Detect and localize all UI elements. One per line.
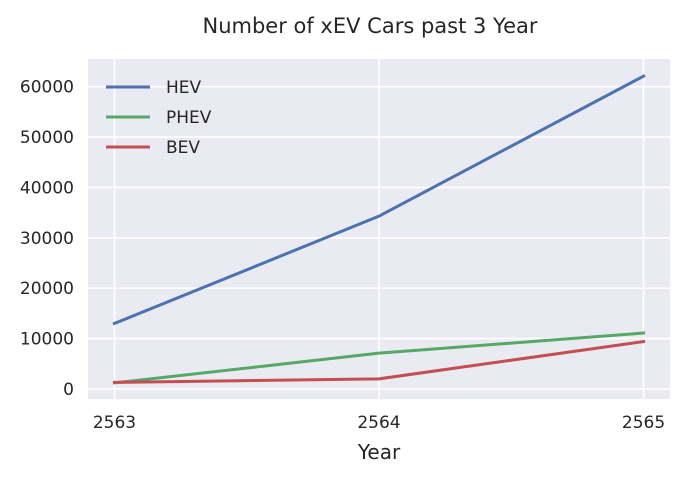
x-tick-label: 2563 (93, 413, 136, 433)
phev-legend-label: PHEV (166, 108, 212, 128)
y-tick-label: 10000 (20, 330, 74, 350)
y-tick-label: 30000 (20, 229, 74, 249)
x-tick-label: 2564 (357, 413, 400, 433)
y-tick-label: 20000 (20, 279, 74, 299)
hev-legend-label: HEV (166, 78, 202, 98)
y-tick-label: 60000 (20, 78, 74, 98)
x-tick-labels: 2563 2564 2565 (93, 413, 665, 433)
y-tick-label: 50000 (20, 128, 74, 148)
bev-legend-label: BEV (166, 138, 200, 158)
chart-title: Number of xEV Cars past 3 Year (202, 14, 537, 38)
y-tick-label: 0 (63, 380, 74, 400)
x-tick-label: 2565 (622, 413, 665, 433)
y-tick-labels: 0 10000 20000 30000 40000 50000 60000 (20, 78, 74, 400)
series-lines (112, 74, 646, 385)
x-axis-label: Year (357, 440, 401, 464)
y-tick-label: 40000 (20, 178, 74, 198)
legend: HEV PHEV BEV (106, 78, 212, 158)
